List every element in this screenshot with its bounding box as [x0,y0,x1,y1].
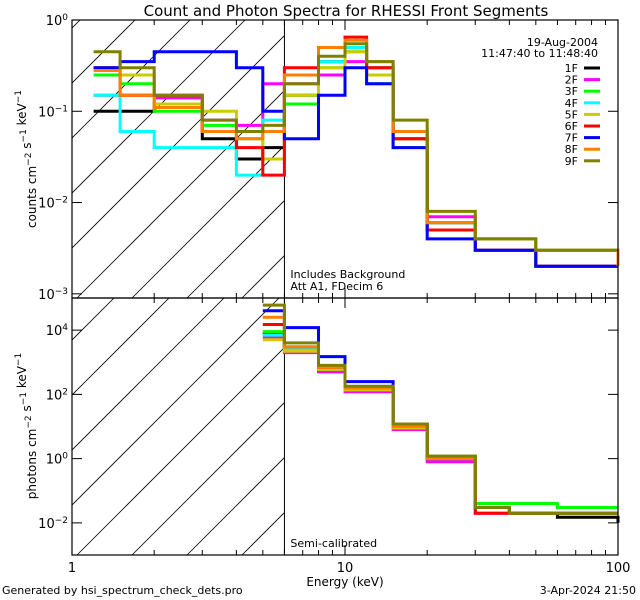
series-1F [93,46,618,268]
legend-label: 6F [565,120,578,133]
hatch-line [627,0,640,298]
series-8F [262,315,618,515]
generated-by-text: Generated by hsi_spectrum_check_dets.pro [2,584,243,597]
chart-title: Count and Photon Spectra for RHESSI Fron… [144,2,549,20]
series-3F [93,50,618,252]
plot-frame-bottom [71,297,619,556]
x-tick-label: 100 [606,561,631,576]
series-2F [262,335,618,515]
hatch-line [572,155,640,555]
legend-label: 4F [565,97,578,110]
series-9F [93,42,618,252]
y-tick-label: 10−2 [38,516,68,532]
hatch-line [76,346,285,555]
y-tick-label: 100 [46,13,69,29]
x-tick-label: 10 [337,561,354,576]
hatch-line [462,155,640,555]
series-1F [262,331,620,523]
series-group-bottom [262,303,620,523]
y-tick-label: 102 [46,387,68,403]
timestamp-text: 3-Apr-2024 21:50 [540,584,636,597]
hatch-line [72,34,285,249]
hatch-line [131,401,285,555]
y-tick-label: 10−3 [38,287,68,303]
hatch-line [76,89,285,298]
series-4F [93,46,618,268]
legend-label: 5F [565,108,578,121]
y-tick-label: 104 [46,323,69,339]
hatch-line [72,298,170,396]
legend-label: 7F [565,132,578,145]
y-tick-label: 10−1 [38,104,68,120]
series-7F [262,309,618,515]
annotation-text: Includes Background [290,268,405,281]
legend-label: 9F [565,155,578,168]
series-8F [93,38,620,267]
legend-label: 8F [565,143,578,156]
y-tick-label: 100 [46,452,69,468]
legend-time-range: 11:47:40 to 11:48:40 [481,47,598,60]
hatch-line [627,155,640,555]
y-axis-label-bottom: photons cm−2 s−1 keV−1 [14,353,39,499]
annotation-text: Semi-calibrated [290,537,377,550]
series-9F [262,303,618,515]
annotation-text: Att A1, FDecim 6 [290,280,383,293]
hatch-line [517,155,640,555]
x-axis-label: Energy (keV) [306,575,383,589]
hatch-line [407,0,640,298]
hatch-line [352,155,640,555]
hatch-line [407,155,640,555]
hatch-line [72,20,191,139]
series-7F [93,50,618,268]
axes: 100 10−1 10−2 10−3 104 102 100 10−2 1 10 100 Includ… [38,13,630,576]
hatch-line [186,199,285,298]
hatch-line [0,0,92,298]
legend-label: 3F [565,85,578,98]
hatch-line [241,511,285,555]
series-group-top [93,35,620,268]
hatch-line [186,456,285,555]
legend-label: 2F [565,74,578,87]
legend-date: 19-Aug-2004 [527,36,598,49]
hatch-line [72,298,225,451]
hatch-line [131,144,285,298]
hatch-line [72,298,280,506]
legend-label: 1F [565,62,578,75]
series-6F [93,35,618,268]
series-5F [93,50,618,268]
x-tick-label: 1 [68,561,76,576]
series-3F [262,330,618,509]
y-tick-label: 10−2 [38,196,68,212]
hatch-line [297,155,640,555]
y-axis-label-top: counts cm−2 s−1 keV−1 [14,90,39,228]
series-4F [262,333,618,515]
series-5F [262,338,618,515]
